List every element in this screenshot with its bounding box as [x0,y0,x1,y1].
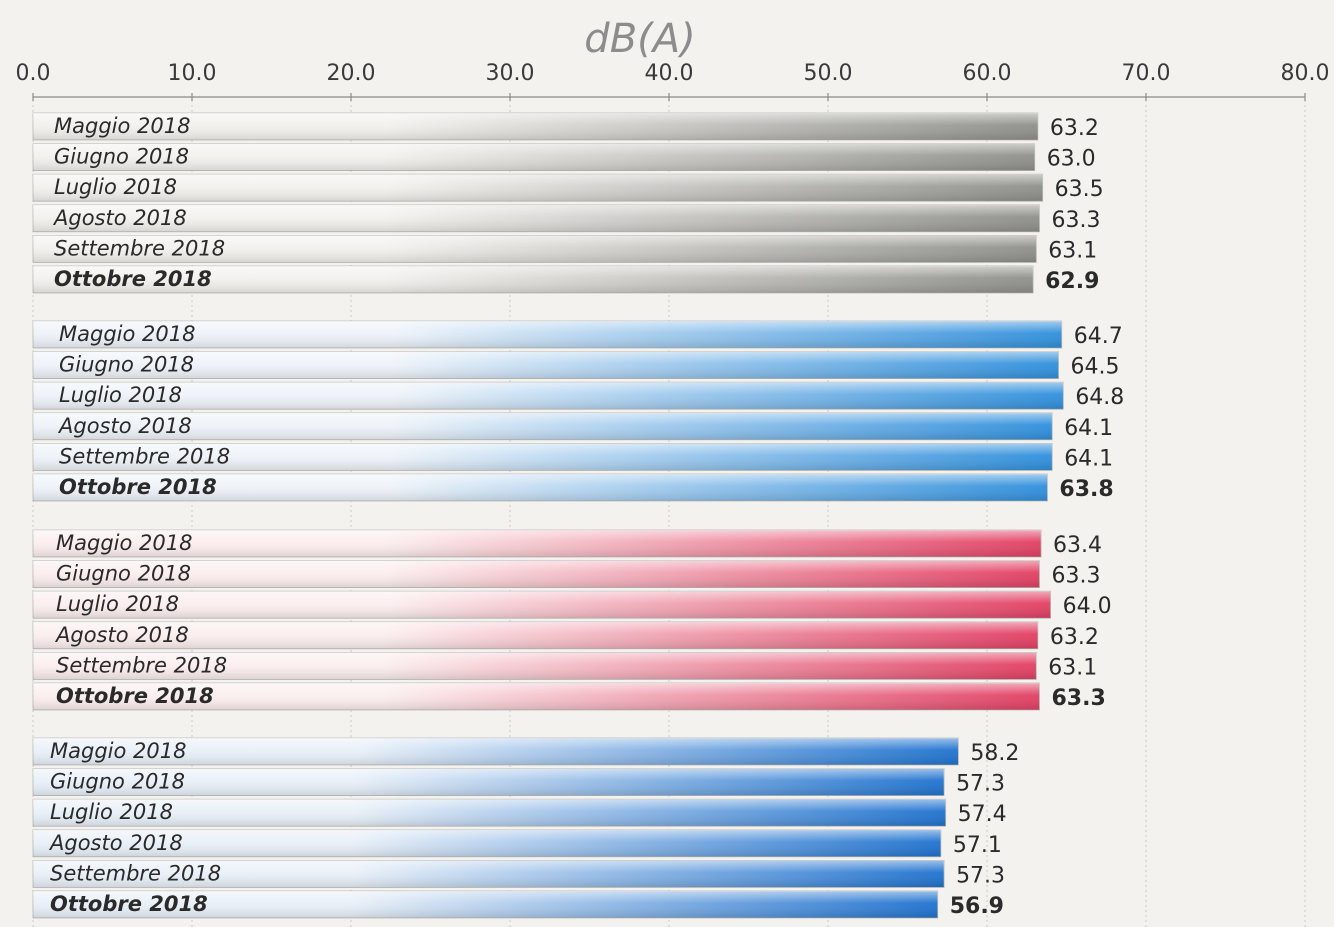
category-label: Luglio 2018 [59,383,182,407]
category-label: Agosto 2018 [54,623,189,647]
data-label: 63.8 [1059,477,1113,502]
category-label: Giugno 2018 [56,562,191,586]
bar-highlight [33,266,1034,293]
data-label: 57.4 [958,802,1007,827]
bar-highlight [33,860,945,888]
bar-highlight [33,652,1037,680]
data-label: 57.3 [956,863,1005,888]
bar-highlight [33,204,1040,232]
category-label: Luglio 2018 [56,592,179,616]
bar-highlight [33,591,1051,619]
x-tick-label: 70.0 [1122,61,1171,86]
bar-group: Maggio 2018 63.4 Giugno 2018 63.3 Luglio 201… [32,529,1112,711]
x-tick-label: 80.0 [1281,61,1330,86]
data-label: 63.4 [1053,533,1102,558]
category-label: Maggio 2018 [59,322,195,346]
bar-highlight [33,412,1053,440]
bar-highlight [33,235,1037,263]
category-label: Agosto 2018 [57,414,192,438]
data-label: 63.2 [1050,116,1099,141]
bar-highlight [33,113,1038,140]
bar-highlight [33,683,1040,710]
x-axis: 0.0 10.0 20.0 30.0 40.0 50.0 60.0 70.0 80.0 [16,61,1330,101]
data-label: 63.1 [1048,238,1097,263]
category-label: Settembre 2018 [50,861,221,885]
category-label: Maggio 2018 [56,531,192,555]
x-tick-label: 50.0 [804,61,853,86]
unit-label: dB(A) [584,16,695,62]
category-label: Maggio 2018 [50,739,186,763]
bar-highlight [33,738,959,765]
bar-highlight [33,143,1035,171]
bar-highlight [33,351,1059,379]
data-label: 58.2 [970,741,1019,766]
bar-highlight [33,768,945,796]
category-label: Ottobre 2018 [54,267,212,291]
category-label: Maggio 2018 [54,114,190,138]
category-label: Settembre 2018 [59,444,230,468]
bar-group: Maggio 2018 63.2 Giugno 2018 63.0 Luglio 201… [32,112,1104,294]
data-label: 64.8 [1075,385,1124,410]
data-label: 64.5 [1071,355,1120,380]
x-tick-label: 60.0 [963,61,1012,86]
data-label: 62.9 [1045,269,1099,294]
category-label: Luglio 2018 [54,175,177,199]
data-label: 63.3 [1051,564,1100,589]
bar-highlight [33,799,946,827]
bars: Maggio 2018 63.2 Giugno 2018 63.0 Luglio 201… [32,112,1124,919]
bar-group: Maggio 2018 58.2 Giugno 2018 57.3 Luglio 201… [32,737,1019,919]
category-label: Agosto 2018 [52,206,187,230]
x-tick-label: 10.0 [168,61,217,86]
data-label: 64.1 [1064,416,1113,441]
category-label: Ottobre 2018 [50,892,208,916]
x-tick-label: 0.0 [16,61,51,86]
bar-group: Maggio 2018 64.7 Giugno 2018 64.5 Luglio 201… [32,320,1124,502]
bar-highlight [33,474,1048,501]
data-label: 57.1 [953,833,1002,858]
data-label: 63.3 [1051,686,1105,711]
data-label: 56.9 [950,894,1004,919]
category-label: Ottobre 2018 [56,684,214,708]
category-label: Giugno 2018 [54,145,189,169]
category-label: Giugno 2018 [50,770,185,794]
x-tick-label: 40.0 [645,61,694,86]
category-label: Giugno 2018 [59,353,194,377]
data-label: 57.3 [956,772,1005,797]
bar-highlight [33,321,1062,348]
bar-highlight [33,530,1042,557]
category-label: Settembre 2018 [54,236,225,260]
bar-highlight [33,382,1064,410]
category-label: Ottobre 2018 [59,475,217,499]
bar-highlight [33,891,938,918]
category-label: Luglio 2018 [50,800,173,824]
data-label: 64.1 [1064,446,1113,471]
bar-highlight [33,829,941,857]
bar-highlight [33,560,1040,588]
data-label: 64.7 [1074,324,1123,349]
bar-highlight [33,443,1053,471]
category-label: Settembre 2018 [56,653,227,677]
category-label: Agosto 2018 [48,831,183,855]
data-label: 63.1 [1048,655,1097,680]
data-label: 63.3 [1051,208,1100,233]
data-label: 64.0 [1063,594,1112,619]
data-label: 63.2 [1050,625,1099,650]
bar-highlight [33,174,1043,202]
x-tick-label: 30.0 [486,61,535,86]
bar-highlight [33,621,1038,649]
data-label: 63.0 [1047,147,1096,172]
data-label: 63.5 [1055,177,1104,202]
x-tick-label: 20.0 [327,61,376,86]
